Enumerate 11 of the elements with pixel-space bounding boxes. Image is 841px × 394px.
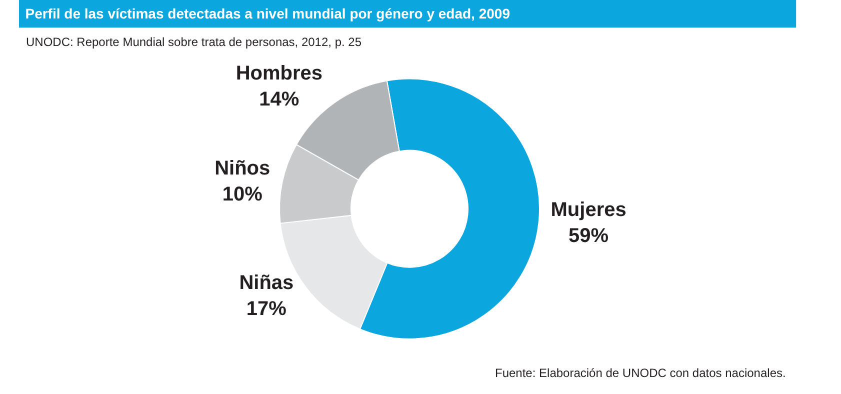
chart-title: Perfil de las víctimas detectadas a nivel mundial por género y edad, 2009 xyxy=(25,6,510,22)
data-label: 17% xyxy=(246,298,287,320)
slice-label: Hombres xyxy=(236,62,323,85)
chart-subtitle: UNODC: Reporte Mundial sobre trata de personas, 2012, p. 25 xyxy=(26,35,362,49)
slice-label: Niños xyxy=(214,158,270,180)
data-label: 10% xyxy=(222,184,263,206)
slice-label: Niñas xyxy=(239,272,294,294)
data-label: 59% xyxy=(568,225,609,248)
data-label: 14% xyxy=(259,88,300,111)
slice-label: Mujeres xyxy=(550,199,626,222)
source-note: Fuente: Elaboración de UNODC con datos nacionales. xyxy=(495,366,786,380)
